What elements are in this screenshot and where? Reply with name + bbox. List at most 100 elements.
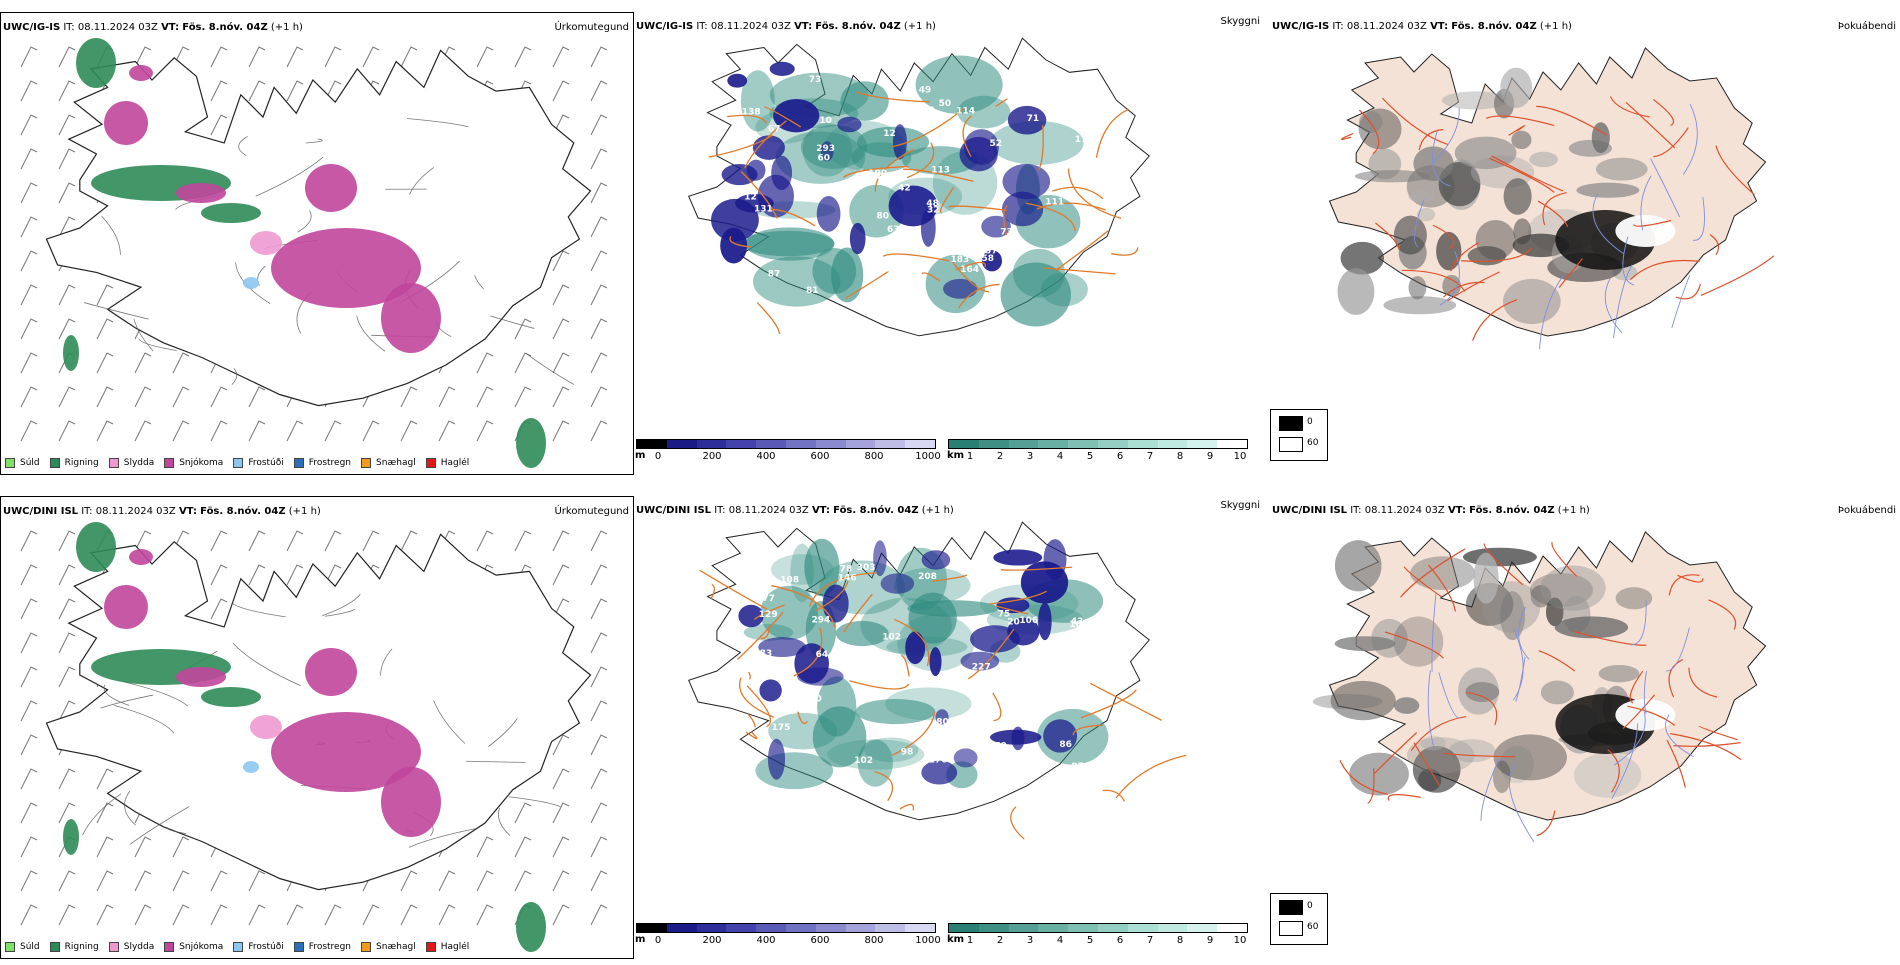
wind-barb (591, 599, 607, 619)
wind-barb (515, 837, 531, 857)
wind-barb (21, 735, 37, 755)
legend-item: Slydda (109, 458, 154, 468)
wind-barb (249, 47, 265, 67)
it-label: IT: (81, 506, 92, 517)
colorbar-tick: 400 (756, 451, 775, 462)
forecast-row-dini: UWC/DINI ISL IT: 08.11.2024 03Z VT: Fös.… (0, 490, 1900, 965)
road-line (757, 303, 779, 334)
wind-barb (173, 871, 189, 891)
wind-barb (287, 421, 303, 441)
ceiling-value-label: 108 (916, 106, 935, 116)
wind-barb (553, 285, 569, 305)
wind-barb (477, 905, 493, 925)
wind-barb (21, 387, 37, 407)
fog-indicator-map (1270, 496, 1900, 959)
it-label: IT: (696, 21, 707, 32)
panel-header: UWC/DINI ISL IT: 08.11.2024 03Z VT: Fös.… (1272, 505, 1590, 516)
fog-area (1574, 753, 1641, 798)
legend-swatch (426, 942, 436, 952)
ceiling-area (943, 279, 977, 299)
ceiling-value-label: 17 (1075, 135, 1088, 145)
ceiling-value-label: 129 (759, 610, 778, 620)
ceiling-area (850, 223, 866, 254)
legend-label: Frostregn (309, 942, 351, 952)
lead-time: (+1 h) (271, 22, 303, 33)
colorbar-bin (846, 440, 876, 448)
colorbar-bin (1009, 440, 1039, 448)
precip-area (305, 648, 357, 696)
ceiling-value-label: 62 (1004, 715, 1017, 725)
lead-time: (+1 h) (1540, 21, 1572, 32)
ceiling-area (881, 573, 915, 593)
legend-item: Rigning (50, 942, 99, 952)
colorbar-unit: m (635, 934, 645, 945)
road-line (1116, 755, 1186, 797)
valid-time: Fös. 8.nóv. 04Z (1469, 505, 1554, 516)
wind-barb (287, 531, 303, 551)
wind-barb (325, 531, 341, 551)
colorbar-tick: 4 (1057, 935, 1063, 946)
fog-legend-max: 60 (1307, 438, 1318, 448)
visibility-area (831, 247, 863, 302)
colorbar-tick: 400 (756, 935, 775, 946)
legend-label: Frostúði (248, 458, 283, 468)
legend-swatch (294, 458, 304, 468)
road-line (509, 797, 560, 807)
wind-barb (97, 319, 113, 339)
fog-legend: 0 60 (1270, 409, 1328, 461)
colorbar-tick: 8 (1177, 451, 1183, 462)
colorbar-swatches (636, 439, 936, 449)
legend-item: Snæhagl (361, 942, 416, 952)
init-time: 08.11.2024 03Z (1347, 21, 1427, 32)
wind-barb (439, 421, 455, 441)
colorbar-tick: 6 (1117, 451, 1123, 462)
wind-barb (477, 353, 493, 373)
wind-barb (477, 421, 493, 441)
ceiling-area (954, 748, 978, 767)
wind-barb (591, 701, 607, 721)
precip-area (76, 38, 116, 88)
road-line (498, 808, 510, 836)
wind-barb (97, 871, 113, 891)
ceiling-value-label: 32 (927, 205, 940, 215)
colorbar-tick: 7 (1147, 935, 1153, 946)
ceiling-value-label: 71 (1027, 114, 1040, 124)
fog-legend-min: 0 (1307, 901, 1313, 911)
legend-item: Súld (5, 942, 40, 952)
colorbar-bin (979, 440, 1009, 448)
precip-type-panel: UWC/IG-IS IT: 08.11.2024 03Z VT: Fös. 8.… (0, 12, 634, 475)
model-name: UWC/IG-IS (636, 21, 693, 32)
wind-barb (21, 667, 37, 687)
wind-barb (135, 905, 151, 925)
wind-barb (59, 599, 75, 619)
wind-barb (135, 421, 151, 441)
legend-swatch (294, 942, 304, 952)
road-line (1011, 807, 1024, 839)
legend-swatch (361, 942, 371, 952)
colorbar-tick: 1000 (915, 451, 940, 462)
ceiling-value-label: 293 (816, 144, 835, 154)
legend-label: Frostúði (248, 942, 283, 952)
wind-barb (401, 47, 417, 67)
precip-area (129, 549, 153, 565)
ceiling-area (929, 647, 941, 676)
colorbar-bin (1068, 924, 1098, 932)
wind-barb (59, 905, 75, 925)
ceiling-value-label: 73 (809, 75, 822, 85)
init-time: 08.11.2024 03Z (711, 21, 791, 32)
colorbar-tick: 10 (1234, 935, 1247, 946)
wind-barb (211, 81, 227, 101)
wind-barb (591, 769, 607, 789)
ceiling-value-label: 114 (956, 107, 975, 117)
lead-time: (+1 h) (289, 506, 321, 517)
wind-barb (553, 565, 569, 585)
colorbar-swatches (948, 923, 1248, 933)
lead-time: (+1 h) (922, 505, 954, 516)
wind-barb (21, 701, 37, 721)
wind-barb (59, 115, 75, 135)
road-line (1341, 133, 1353, 139)
ceiling-value-label: 60 (818, 154, 831, 164)
